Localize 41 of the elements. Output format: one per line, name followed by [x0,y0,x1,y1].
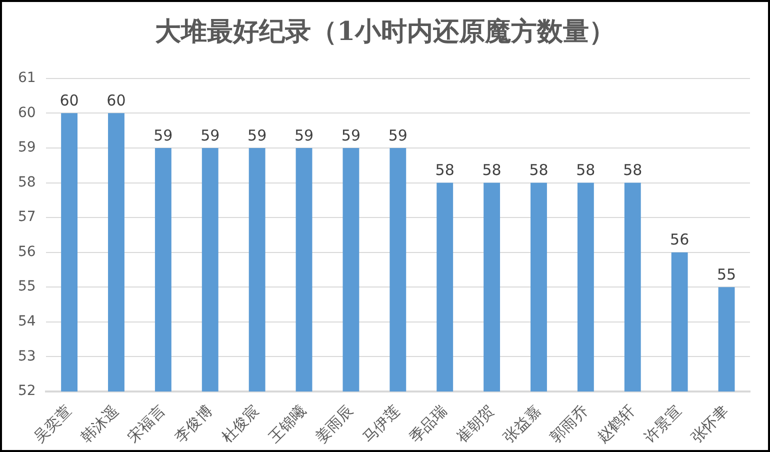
data-label: 59 [341,126,361,144]
x-tick-label: 赵鹤轩 [594,402,638,446]
data-label: 59 [248,126,267,144]
x-tick-label: 张怀聿 [688,402,732,446]
y-tick-label: 59 [18,140,36,156]
y-tick-label: 54 [18,314,36,330]
x-tick-label: 李俊博 [171,402,216,446]
data-label: 55 [716,265,736,284]
data-label: 59 [200,126,220,144]
y-tick-label: 56 [18,244,36,260]
data-label: 59 [154,126,173,144]
x-tick-label: 张益嘉 [500,402,544,446]
x-tick-label: 崔朝贺 [452,402,498,446]
x-tick-label: 宋福言 [124,402,169,446]
y-tick-label: 53 [18,348,36,364]
x-tick-label: 姜雨辰 [312,402,357,446]
x-tick-label: 杜俊宸 [218,402,263,446]
x-tick-label: 王锦曦 [265,402,310,446]
data-label: 60 [60,92,79,110]
x-tick-label: 郭雨乔 [546,402,592,446]
data-label: 58 [623,161,642,180]
y-tick-label: 57 [18,209,36,226]
data-label: 59 [388,126,408,144]
data-label: 58 [435,161,454,180]
data-label: 56 [670,230,690,249]
x-tick-label: 马伊莲 [358,402,404,446]
y-tick-label: 58 [18,174,36,190]
y-tick-label: 52 [18,383,36,400]
y-tick-label: 60 [18,104,36,121]
x-tick-label: 韩沐遥 [77,402,122,446]
data-label: 58 [576,161,596,180]
x-tick-label: 吴奕萱 [30,402,75,446]
x-tick-label: 许景宣 [640,402,686,446]
data-label: 58 [529,161,548,180]
x-tick-label: 季品瑞 [406,402,450,446]
y-tick-label: 61 [18,70,36,86]
data-label: 58 [482,161,502,180]
y-tick-label: 55 [18,278,36,295]
data-label: 60 [106,92,126,110]
chart-title: 大堆最好纪录（1小时内还原魔方数量） [154,16,616,49]
data-label: 59 [294,126,314,144]
